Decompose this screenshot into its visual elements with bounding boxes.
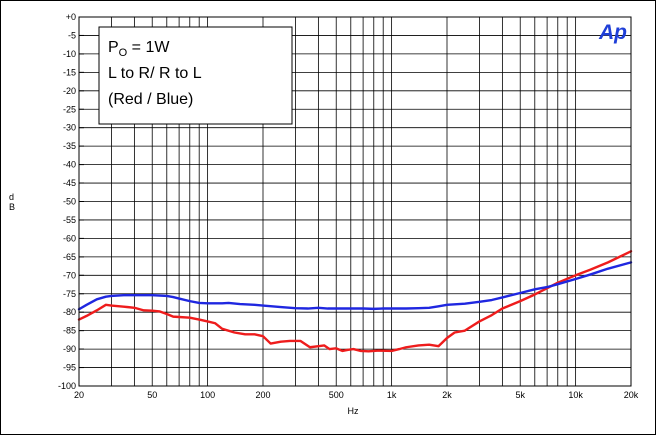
y-tick-label: -75: [63, 289, 76, 299]
y-tick-label: -20: [63, 86, 76, 96]
y-tick-label: -60: [63, 233, 76, 243]
y-tick-label: -65: [63, 252, 76, 262]
x-tick-label: 10k: [568, 390, 583, 400]
legend-line-3: (Red / Blue): [108, 91, 193, 108]
y-tick-label: +0: [66, 12, 76, 22]
x-tick-label: 100: [200, 390, 215, 400]
legend-line-1-main: P: [108, 39, 119, 56]
x-tick-label: 20k: [624, 390, 639, 400]
legend-line-1-rest: = 1W: [127, 39, 170, 56]
y-tick-label: -30: [63, 123, 76, 133]
y-tick-label: -10: [63, 49, 76, 59]
x-tick-labels: 20 50 100 200 500 1k 2k 5k 10k 20k: [74, 390, 639, 400]
y-tick-label: -35: [63, 141, 76, 151]
series-line-blue: [77, 261, 633, 311]
y-tick-label: -55: [63, 215, 76, 225]
y-axis-label-line-1: d: [9, 192, 14, 202]
y-tick-label: -85: [63, 326, 76, 336]
x-tick-label: 1k: [387, 390, 397, 400]
x-tick-label: 20: [74, 390, 84, 400]
y-tick-label: -15: [63, 67, 76, 77]
series-lines: [77, 250, 633, 353]
y-tick-label: -95: [63, 363, 76, 373]
x-tick-label: 500: [329, 390, 344, 400]
legend-box: PO = 1W L to R/ R to L (Red / Blue): [98, 26, 293, 125]
x-tick-label: 2k: [442, 390, 452, 400]
y-tick-label: -100: [58, 381, 76, 391]
y-tick-label: -40: [63, 160, 76, 170]
plot-border: [78, 16, 632, 387]
legend-line-1-sub: O: [119, 47, 128, 59]
y-tick-labels: +0 -5 -10 -15 -20 -25 -30 -35 -40 -45 -50 -55 -60 -65…: [58, 12, 76, 391]
x-tick-label: 50: [147, 390, 157, 400]
y-axis-label: d B: [9, 192, 17, 212]
y-tick-label: -80: [63, 307, 76, 317]
y-tick-label: -70: [63, 270, 76, 280]
y-tick-label: -25: [63, 104, 76, 114]
series-line-red: [77, 250, 633, 353]
legend-line-1: PO = 1W: [108, 39, 170, 59]
y-axis-label-line-2: B: [9, 202, 15, 212]
y-tick-label: -90: [63, 344, 76, 354]
ap-logo: Ap: [598, 21, 627, 44]
y-tick-label: -45: [63, 178, 76, 188]
x-tick-label: 5k: [515, 390, 525, 400]
y-tick-label: -50: [63, 197, 76, 207]
ap-logo-text: Ap: [598, 21, 627, 44]
x-axis-label: Hz: [348, 406, 359, 416]
legend-line-2: L to R/ R to L: [108, 65, 202, 82]
y-tick-label: -5: [68, 30, 76, 40]
x-tick-label: 200: [255, 390, 270, 400]
legend-border: [98, 26, 293, 125]
